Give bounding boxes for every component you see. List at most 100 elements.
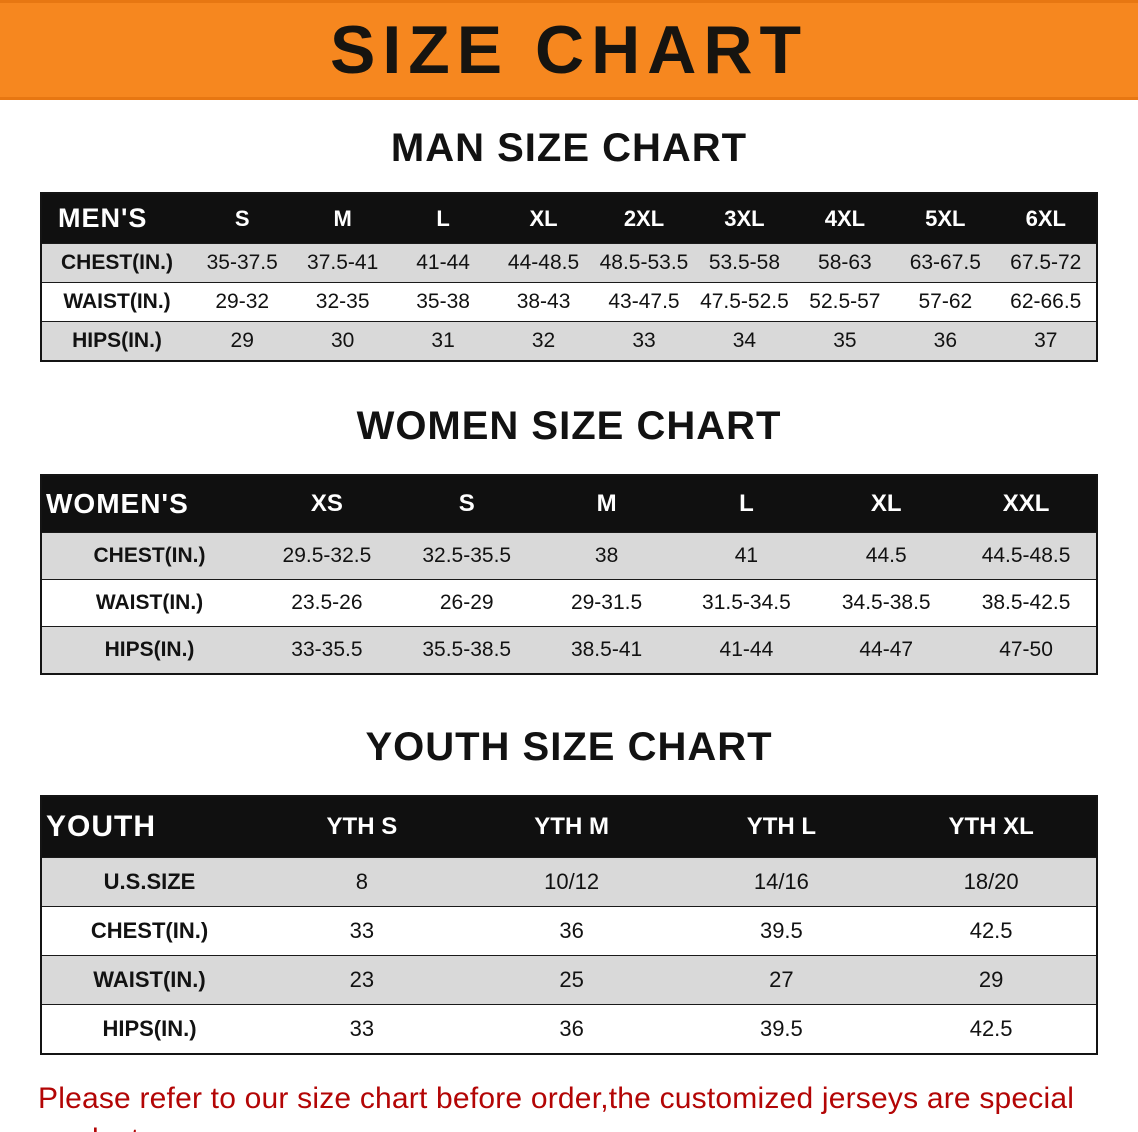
measure-value: 43-47.5 [608, 290, 680, 313]
women-section: WOMEN SIZE CHART WOMEN'S XS S M L XL XXL CHEST(… [0, 406, 1138, 675]
measure-value: 44.5 [865, 544, 907, 567]
measure-value: 36 [559, 1016, 584, 1041]
table-header-row: MEN'S S M L XL 2XL 3XL 4XL 5XL 6XL [42, 194, 1096, 243]
table-row: CHEST(IN.) 29.5-32.5 32.5-35.5 38 41 44.5 44.5… [42, 532, 1096, 579]
men-section-heading: MAN SIZE CHART [390, 126, 748, 170]
men-section: MAN SIZE CHART MEN'S S M L XL 2XL 3XL 4XL 5XL 6XL… [0, 128, 1138, 362]
measure-value: 67.5-72 [1010, 251, 1082, 274]
measure-value: 36 [933, 329, 957, 352]
measure-value: 62-66.5 [1010, 290, 1082, 313]
size-column-header: 6XL [1025, 205, 1066, 231]
measure-value: 47-50 [999, 638, 1053, 661]
size-column-header: M [596, 490, 617, 517]
measure-value: 29 [978, 967, 1004, 992]
measure-value: 42.5 [969, 1016, 1013, 1041]
table-row: U.S.SIZE 8 10/12 14/16 18/20 [42, 857, 1096, 906]
size-column-header: S [458, 490, 475, 517]
women-section-heading: WOMEN SIZE CHART [356, 404, 782, 448]
banner: SIZE CHART [0, 0, 1138, 100]
measure-value: 10/12 [544, 869, 600, 894]
notice-line-1: Please refer to our size chart before or… [38, 1082, 1075, 1132]
measure-value: 8 [355, 869, 368, 894]
measure-value: 29-31.5 [570, 591, 643, 614]
size-column-header: 3XL [724, 205, 765, 231]
table-row: WAIST(IN.) 23 25 27 29 [42, 955, 1096, 1004]
measure-value: 44.5-48.5 [981, 544, 1071, 567]
table-row: HIPS(IN.) 33 36 39.5 42.5 [42, 1004, 1096, 1053]
measure-value: 27 [769, 967, 794, 992]
measure-value: 35 [833, 329, 857, 352]
measure-value: 25 [559, 967, 584, 992]
measure-value: 33 [349, 918, 375, 943]
measure-value: 29-32 [215, 290, 270, 313]
measure-label: CHEST(IN.) [90, 918, 209, 943]
size-column-header: XL [529, 205, 558, 231]
measure-value: 58-63 [818, 251, 872, 274]
measure-value: 32.5-35.5 [422, 544, 512, 567]
measure-value: 39.5 [759, 1016, 803, 1041]
size-column-header: 2XL [623, 205, 665, 231]
measure-value: 36 [559, 918, 584, 943]
measure-value: 32-35 [315, 290, 370, 313]
table-row: CHEST(IN.) 33 36 39.5 42.5 [42, 906, 1096, 955]
table-title-cell: YOUTH [46, 810, 156, 843]
men-size-table: MEN'S S M L XL 2XL 3XL 4XL 5XL 6XL CHEST(IN.) 35-37… [40, 192, 1098, 362]
measure-label: CHEST(IN.) [61, 251, 173, 274]
measure-value: 53.5-58 [708, 251, 781, 274]
table-row: HIPS(IN.) 33-35.5 35.5-38.5 38.5-41 41-44 44-… [42, 626, 1096, 673]
measure-value: 41-44 [719, 638, 774, 661]
measure-label: CHEST(IN.) [93, 544, 206, 567]
size-column-header: XS [310, 490, 343, 517]
measure-value: 18/20 [963, 869, 1019, 894]
size-column-header: YTH M [534, 813, 609, 840]
measure-label: U.S.SIZE [103, 869, 196, 894]
measure-label: HIPS(IN.) [102, 1016, 197, 1041]
table-title-cell: WOMEN'S [46, 488, 189, 519]
table-row: HIPS(IN.) 29 30 31 32 33 34 35 36 37 [42, 321, 1096, 360]
size-column-header: XL [870, 490, 902, 517]
measure-value: 23.5-26 [291, 591, 363, 614]
measure-value: 35-38 [416, 290, 470, 313]
size-column-header: L [739, 490, 754, 517]
table-header-row: WOMEN'S XS S M L XL XXL [42, 476, 1096, 532]
measure-value: 29.5-32.5 [282, 544, 372, 567]
measure-label: HIPS(IN.) [104, 638, 195, 661]
youth-section-heading: YOUTH SIZE CHART [365, 725, 773, 769]
measure-label: WAIST(IN.) [95, 591, 204, 614]
size-column-header: YTH XL [948, 813, 1034, 840]
measure-value: 41 [734, 544, 759, 567]
measure-value: 31 [431, 329, 455, 352]
measure-value: 31.5-34.5 [702, 591, 791, 614]
measure-value: 38.5-41 [570, 638, 643, 661]
measure-value: 33 [349, 1016, 375, 1041]
measure-label: HIPS(IN.) [72, 329, 162, 352]
measure-value: 34 [732, 329, 757, 352]
table-row: WAIST(IN.) 23.5-26 26-29 29-31.5 31.5-34.5 34… [42, 579, 1096, 626]
measure-value: 57-62 [918, 290, 973, 313]
measure-value: 35.5-38.5 [422, 638, 512, 661]
measure-value: 38 [594, 544, 619, 567]
women-size-table: WOMEN'S XS S M L XL XXL CHEST(IN.) 29.5-32.5 32.5… [40, 474, 1098, 675]
measure-value: 29 [230, 329, 254, 352]
measure-value: 47.5-52.5 [700, 290, 789, 313]
table-row: WAIST(IN.) 29-32 32-35 35-38 38-43 43-47.5 47.… [42, 282, 1096, 321]
youth-section: YOUTH SIZE CHART YOUTH YTH S YTH M YTH L YTH… [0, 727, 1138, 1055]
size-column-header: S [234, 205, 250, 231]
measure-label: WAIST(IN.) [63, 290, 171, 313]
measure-value: 38.5-42.5 [981, 591, 1071, 614]
table-header-row: YOUTH YTH S YTH M YTH L YTH XL [42, 797, 1096, 857]
size-column-header: YTH S [326, 813, 398, 840]
measure-value: 33 [632, 329, 656, 352]
size-column-header: YTH L [746, 813, 817, 840]
measure-value: 37.5-41 [307, 251, 379, 274]
measure-value: 26-29 [439, 591, 494, 614]
table-title-cell: MEN'S [58, 203, 148, 233]
order-notice: Please refer to our size chart before or… [38, 1079, 1100, 1132]
measure-value: 37 [1034, 329, 1058, 352]
measure-value: 38-43 [516, 290, 571, 313]
measure-value: 35-37.5 [206, 251, 278, 274]
measure-value: 30 [330, 329, 355, 352]
measure-value: 44-48.5 [507, 251, 580, 274]
measure-value: 39.5 [759, 918, 803, 943]
